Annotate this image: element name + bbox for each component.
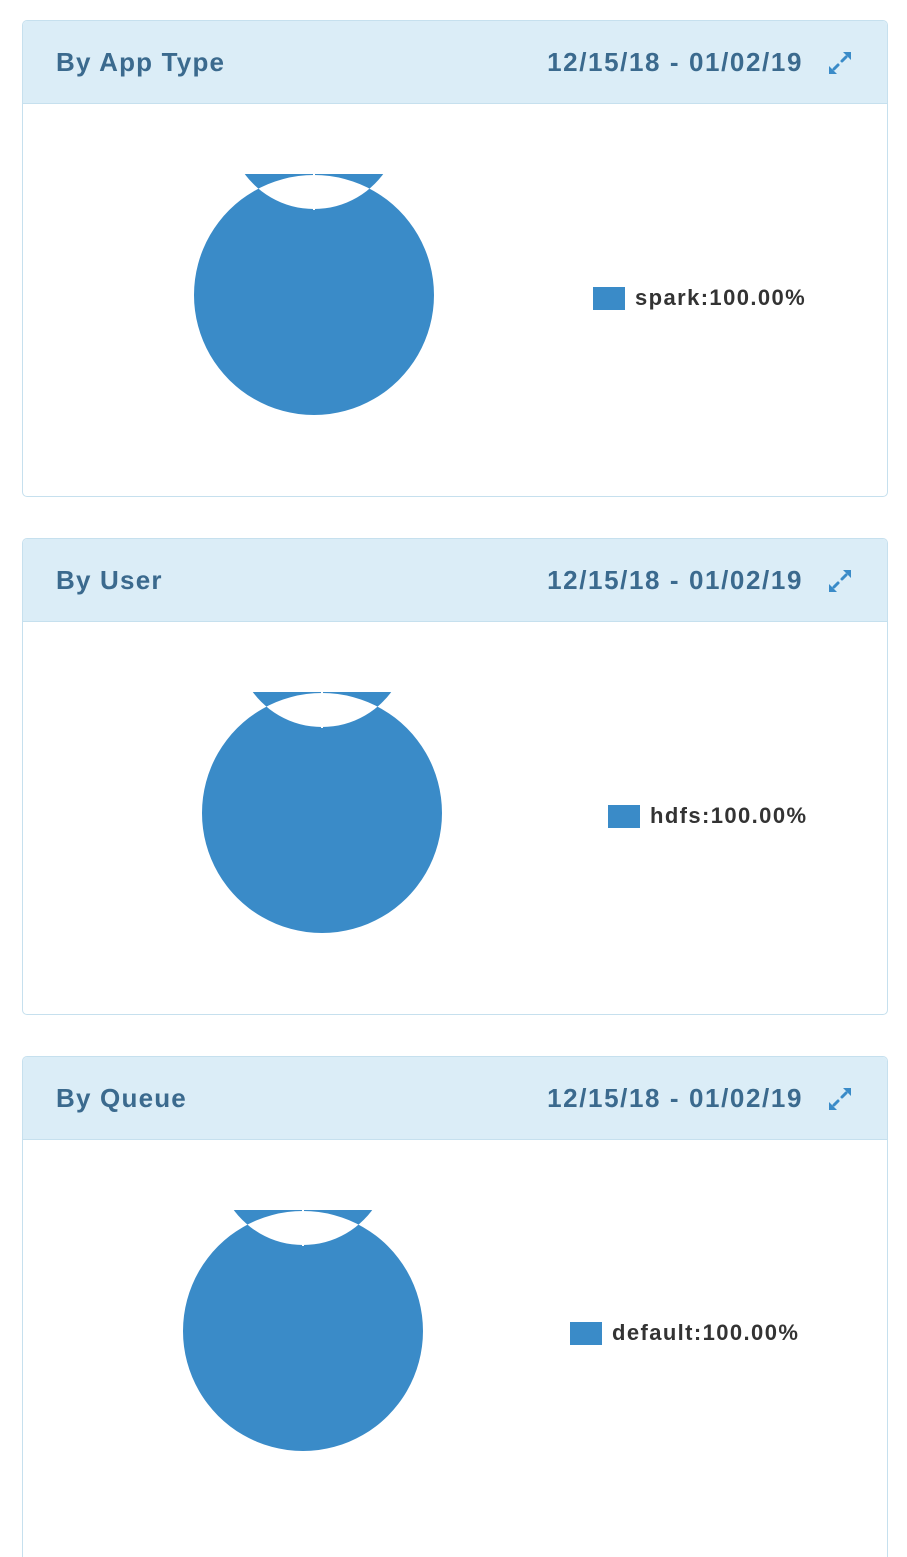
date-range: 12/15/18 - 01/02/19 — [547, 47, 803, 77]
donut-chart — [202, 692, 442, 933]
chart-legend: default:100.00% — [570, 1320, 799, 1346]
queue-panel: By Queue 12/15/18 - 01/02/19 default:100… — [22, 1056, 888, 1557]
legend-label: spark:100.00% — [635, 285, 807, 310]
expand-icon[interactable] — [825, 48, 855, 78]
legend-swatch — [593, 286, 625, 310]
legend-swatch — [608, 804, 640, 828]
donut-chart — [194, 174, 434, 415]
expand-icon[interactable] — [825, 1084, 855, 1114]
user-panel: By User 12/15/18 - 01/02/19 hdfs:100.00% — [22, 538, 888, 1015]
panel-title: By App Type — [56, 47, 226, 77]
date-range: 12/15/18 - 01/02/19 — [547, 1083, 803, 1113]
donut-slice-default[interactable] — [183, 1210, 423, 1451]
legend-swatch — [570, 1321, 602, 1345]
legend-label: default:100.00% — [612, 1320, 800, 1345]
donut-chart — [183, 1210, 423, 1451]
panel-body: hdfs:100.00% — [23, 622, 887, 1014]
panel-header: By Queue 12/15/18 - 01/02/19 — [23, 1057, 887, 1140]
panel-title: By User — [56, 565, 163, 595]
donut-slice-hdfs[interactable] — [202, 692, 442, 933]
panel-title: By Queue — [56, 1083, 187, 1113]
expand-icon[interactable] — [825, 566, 855, 596]
app-type-panel: By App Type 12/15/18 - 01/02/19 spark:10… — [22, 20, 888, 497]
panel-body: spark:100.00% — [23, 104, 887, 496]
date-range: 12/15/18 - 01/02/19 — [547, 565, 803, 595]
panel-header: By App Type 12/15/18 - 01/02/19 — [23, 21, 887, 104]
chart-legend: spark:100.00% — [593, 285, 806, 311]
panel-header: By User 12/15/18 - 01/02/19 — [23, 539, 887, 622]
legend-label: hdfs:100.00% — [650, 803, 808, 828]
panel-body: default:100.00% — [23, 1140, 887, 1557]
chart-legend: hdfs:100.00% — [608, 803, 807, 829]
donut-slice-spark[interactable] — [194, 174, 434, 415]
